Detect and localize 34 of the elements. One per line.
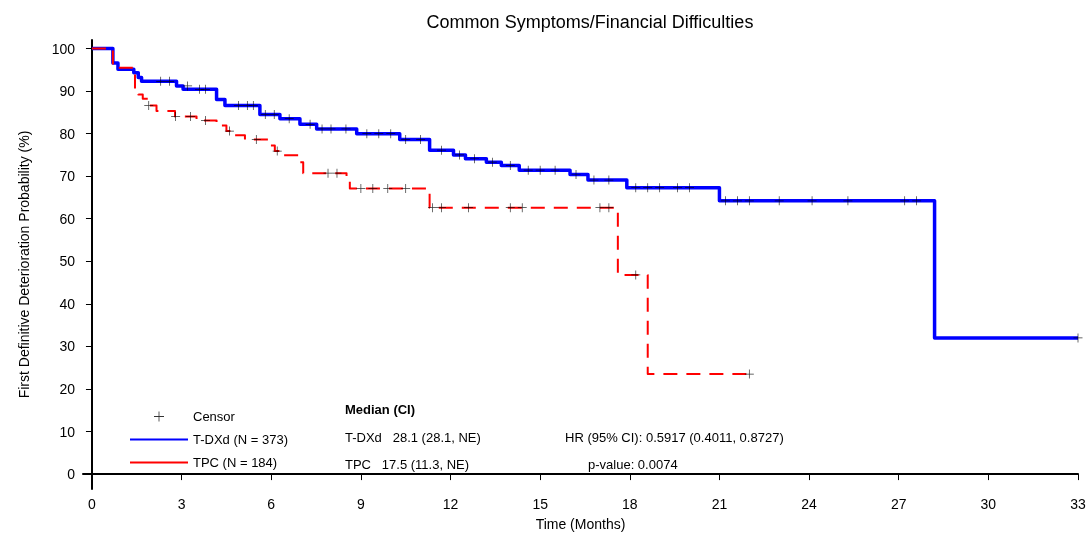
- annotation: HR (95% CI): 0.5917 (0.4011, 0.8727): [565, 430, 784, 445]
- chart-title: Common Symptoms/Financial Difficulties: [426, 12, 754, 32]
- y-tick-label: 40: [59, 295, 76, 312]
- x-tick-label: 6: [267, 496, 276, 512]
- x-tick-label: 9: [356, 496, 365, 512]
- x-tick-label: 24: [801, 496, 818, 512]
- x-tick-label: 3: [177, 496, 186, 512]
- annotation: T-DXd 28.1 (28.1, NE): [345, 430, 481, 445]
- x-tick-label: 12: [442, 496, 459, 512]
- y-tick-label: 50: [59, 253, 76, 270]
- x-tick-label: 21: [711, 496, 728, 512]
- y-tick-label: 100: [51, 40, 76, 57]
- y-tick-label: 30: [59, 338, 76, 355]
- y-tick-label: 60: [59, 210, 76, 227]
- y-tick-label: 90: [59, 83, 76, 100]
- annotation: Median (CI): [345, 402, 416, 417]
- y-tick-label: 70: [59, 168, 76, 185]
- legend-label: Censor: [193, 409, 236, 424]
- y-tick-label: 80: [59, 125, 76, 142]
- x-tick-label: 18: [622, 496, 638, 512]
- legend-label: TPC (N = 184): [193, 455, 278, 470]
- x-tick-label: 27: [890, 496, 907, 512]
- y-tick-label: 0: [67, 466, 76, 483]
- annotation: p-value: 0.0074: [588, 457, 678, 472]
- x-axis-title: Time (Months): [535, 516, 626, 532]
- y-axis-title: First Definitive Deterioration Probability (%): [16, 130, 32, 399]
- x-tick-label: 15: [532, 496, 549, 512]
- x-tick-label: 0: [88, 496, 97, 512]
- x-tick-label: 33: [1070, 496, 1086, 512]
- y-tick-label: 20: [59, 380, 76, 397]
- y-tick-label: 10: [59, 423, 76, 440]
- legend-label: T-DXd (N = 373): [193, 432, 289, 447]
- annotation: TPC 17.5 (11.3, NE): [345, 457, 470, 472]
- x-tick-label: 30: [980, 496, 997, 512]
